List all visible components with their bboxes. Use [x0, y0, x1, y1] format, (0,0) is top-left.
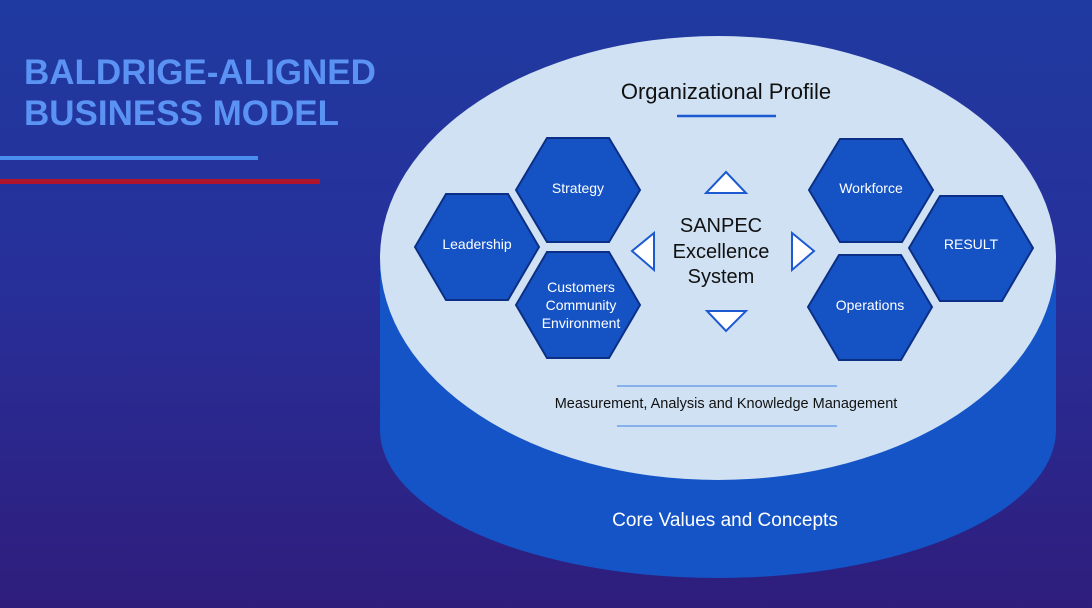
- triangle-down-icon: [704, 310, 749, 333]
- center-title-line-1: SANPEC: [680, 215, 762, 237]
- triangle-up-icon: [703, 170, 749, 194]
- result-hexagon: [907, 195, 1035, 302]
- title-line-2: BUSINESS MODEL: [24, 94, 340, 133]
- workforce-label: Workforce: [839, 180, 903, 196]
- workforce-hexagon: [807, 138, 935, 243]
- operations-label: Operations: [836, 297, 904, 313]
- center-title-line-3: System: [688, 266, 755, 288]
- customers-label: Customers: [547, 279, 615, 295]
- environment-label: Environment: [542, 315, 621, 331]
- customers-hexagon: [514, 251, 642, 359]
- blue-accent-rule: [0, 156, 258, 160]
- leadership-label: Leadership: [442, 236, 511, 252]
- leadership-hexagon: [413, 193, 541, 301]
- organizational-profile-label: Organizational Profile: [621, 79, 831, 104]
- triangle-left-icon: [630, 230, 655, 273]
- strategy-hexagon: [514, 137, 642, 243]
- title-line-1: BALDRIGE-ALIGNED: [24, 53, 376, 92]
- measurement-label: Measurement, Analysis and Knowledge Mana…: [555, 396, 898, 412]
- community-label: Community: [546, 297, 617, 313]
- operations-hexagon: [806, 254, 934, 361]
- result-label: RESULT: [944, 236, 999, 252]
- core-values-label: Core Values and Concepts: [612, 510, 838, 531]
- center-title-line-2: Excellence: [673, 241, 770, 263]
- strategy-label: Strategy: [552, 180, 604, 196]
- triangle-right-icon: [791, 230, 816, 273]
- red-accent-rule: [0, 179, 320, 184]
- page-title: BALDRIGE-ALIGNED BUSINESS MODEL: [24, 52, 376, 134]
